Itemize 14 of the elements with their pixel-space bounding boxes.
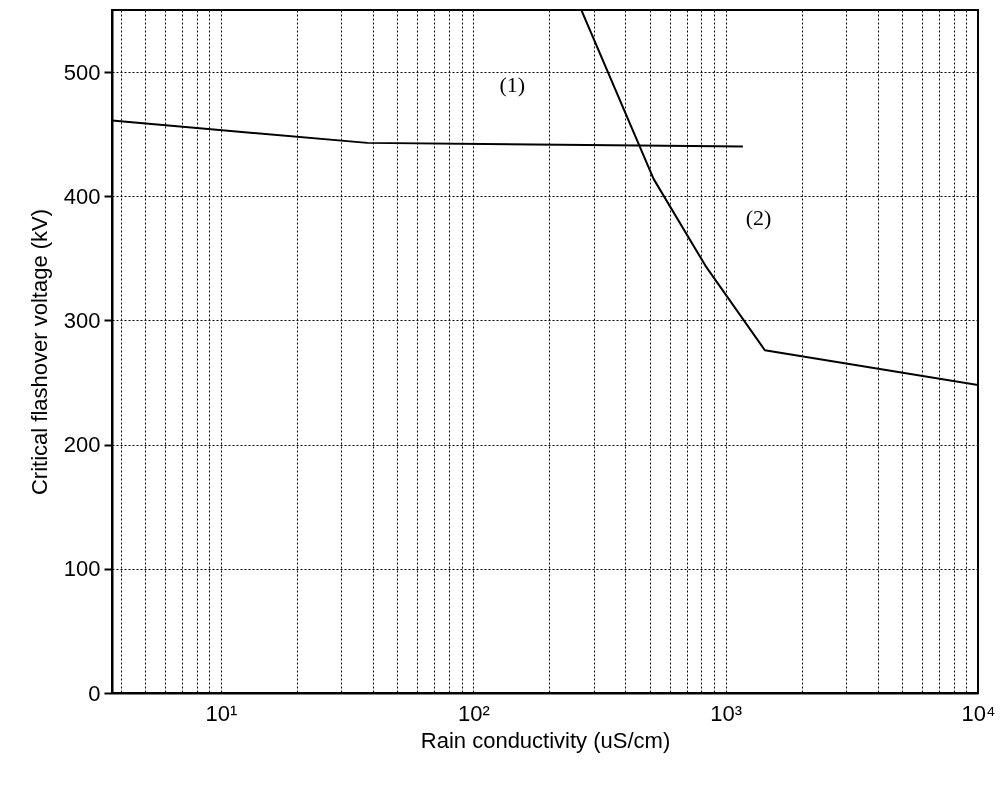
y-axis-title: Critical flashover voltage (kV) xyxy=(26,208,52,496)
y-tick-label: 400 xyxy=(63,183,101,209)
x-tick-label: 10² xyxy=(457,700,490,726)
x-axis-title: Rain conductivity (uS/cm) xyxy=(420,727,671,753)
y-tick-label: 100 xyxy=(63,556,101,582)
y-tick-label: 500 xyxy=(63,59,101,85)
x-tick-label: 10³ xyxy=(710,700,743,726)
y-tick-label: 300 xyxy=(63,307,101,333)
x-tick-label: 10¹ xyxy=(205,700,238,726)
y-tick-label: 0 xyxy=(88,680,101,706)
y-tick-label: 200 xyxy=(63,432,101,458)
text: (1) xyxy=(499,71,526,97)
text: (2) xyxy=(745,204,772,230)
x-tick-label: 10⁴ xyxy=(961,700,996,726)
